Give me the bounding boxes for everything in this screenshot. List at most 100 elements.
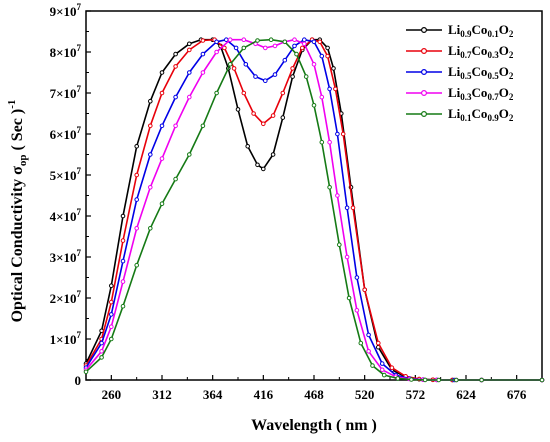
data-point: [302, 41, 307, 47]
data-point: [109, 283, 114, 289]
legend: Li0.9Co0.1O2 Li0.7Co0.3O2 Li0.5Co0.5O2 Li0.…: [406, 22, 514, 123]
data-point: [381, 372, 387, 378]
data-point: [187, 70, 192, 75]
data-point: [120, 258, 126, 264]
data-point: [325, 53, 330, 59]
legend-label: Li0.9Co0.1O2: [448, 22, 514, 39]
data-point: [366, 349, 371, 354]
data-point: [99, 355, 104, 360]
x-tick-label: 676: [507, 387, 527, 402]
data-point: [134, 262, 139, 268]
data-point: [173, 94, 178, 100]
data-point: [340, 131, 346, 137]
data-point: [327, 185, 332, 190]
data-point: [311, 39, 317, 45]
data-point: [272, 72, 278, 77]
legend-item: Li0.9Co0.1O2: [406, 22, 514, 39]
data-point: [335, 193, 340, 198]
data-point: [159, 70, 165, 75]
legend-label: Li0.5Co0.5O2: [448, 64, 514, 81]
data-point: [294, 51, 299, 57]
data-point: [231, 66, 237, 71]
data-point: [99, 340, 104, 346]
y-tick-label: 1×107: [50, 330, 82, 347]
data-point: [148, 98, 153, 104]
data-point: [539, 377, 545, 383]
data-point: [354, 275, 360, 280]
x-tick-label: 416: [254, 387, 274, 402]
data-point: [292, 37, 297, 43]
data-point: [395, 376, 401, 381]
data-point: [255, 162, 260, 168]
data-point: [251, 111, 256, 116]
data-point: [354, 308, 360, 313]
data-point: [233, 45, 239, 51]
data-point: [263, 78, 268, 83]
data-point: [187, 94, 192, 100]
data-point: [120, 303, 126, 309]
data-point: [311, 103, 317, 108]
data-point: [120, 238, 126, 243]
data-point: [331, 66, 336, 71]
data-point: [327, 86, 332, 92]
data-point: [200, 123, 206, 129]
y-tick-label: 2×107: [50, 289, 82, 306]
y-axis-title: Optical Conductivity σop ( Sec )-1: [6, 100, 29, 323]
data-point: [282, 57, 288, 63]
data-point: [109, 312, 114, 317]
x-axis-title: Wavelength ( nm ): [251, 417, 377, 434]
data-point: [200, 70, 206, 75]
data-point: [120, 279, 126, 284]
legend-item: Li0.5Co0.5O2: [406, 64, 514, 81]
data-point: [362, 287, 368, 293]
data-point: [227, 62, 233, 67]
data-point: [280, 90, 286, 96]
x-tick-label: 364: [203, 387, 223, 402]
x-tick-label: 624: [456, 387, 476, 402]
data-point: [134, 197, 139, 202]
y-tick-label: 7×107: [50, 84, 82, 101]
legend-marker: [421, 27, 428, 34]
data-point: [109, 299, 114, 305]
y-tick-label: 4×107: [50, 207, 82, 224]
data-point: [187, 47, 192, 53]
data-point: [379, 367, 385, 373]
legend-marker: [421, 89, 428, 96]
axes-layer: 260 312 364 416 468 520 572 624 676 0 1×107 2×107 3×…: [50, 2, 543, 402]
data-point: [187, 152, 192, 157]
data-point: [241, 90, 247, 96]
data-point: [134, 144, 139, 149]
data-point: [200, 51, 206, 57]
legend-marker: [421, 47, 428, 54]
data-point: [282, 39, 288, 45]
data-point: [148, 226, 153, 231]
data-point: [319, 139, 325, 145]
data-point: [337, 242, 342, 247]
data-point: [222, 45, 227, 51]
data-point: [241, 37, 247, 43]
data-point: [346, 295, 352, 301]
legend-item: Li0.1Co0.9O2: [406, 106, 514, 123]
data-point: [173, 176, 178, 182]
data-point: [319, 94, 325, 100]
data-point: [109, 336, 114, 342]
data-point: [120, 213, 126, 219]
data-point: [436, 377, 442, 383]
data-point: [253, 74, 258, 79]
data-point: [454, 377, 459, 383]
y-tick-label: 0: [75, 373, 82, 388]
data-point: [370, 363, 375, 368]
data-point: [272, 43, 278, 49]
data-point: [261, 166, 266, 172]
y-tick-label: 6×107: [50, 125, 82, 142]
data-point: [227, 37, 233, 43]
data-point: [241, 45, 247, 51]
data-point: [292, 43, 297, 49]
data-point: [409, 377, 414, 382]
data-point: [109, 324, 114, 330]
data-point: [214, 49, 219, 55]
data-point: [290, 74, 295, 79]
series-line: [85, 38, 542, 381]
data-point: [235, 107, 241, 112]
data-point: [263, 45, 268, 51]
